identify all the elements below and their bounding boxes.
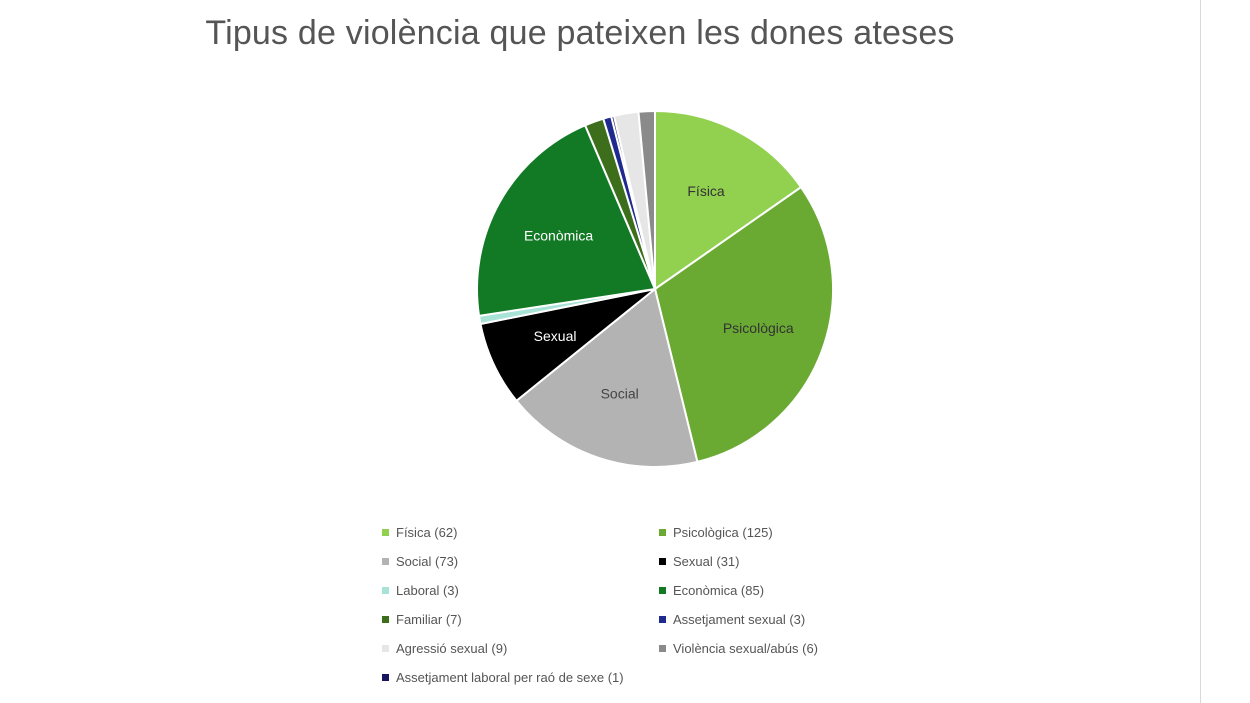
pie-slice-social: [515, 287, 699, 468]
legend-label: Assetjament sexual (3): [673, 611, 806, 627]
legend-swatch: [382, 557, 389, 565]
legend-swatch: [659, 644, 666, 652]
slice-label-social: Social: [601, 386, 639, 402]
legend-item-sexual: Sexual (31): [659, 550, 899, 572]
legend-swatch: [382, 528, 389, 536]
slice-label-sexual: Sexual: [534, 328, 577, 344]
legend-item-assetjament-laboral-per-rao-de-sexe: Assetjament laboral per raó de sexe (1): [382, 666, 899, 688]
pie-slice-psicologica: [653, 185, 834, 464]
legend-swatch: [659, 586, 666, 594]
legend-swatch: [382, 644, 389, 652]
pie-slice-violencia-sexual-abus: [637, 109, 656, 290]
legend-label: Agressió sexual (9): [396, 640, 508, 656]
legend-item-violencia-sexual-abus: Violència sexual/abús (6): [659, 637, 899, 659]
legend-swatch: [659, 557, 666, 565]
legend-swatch: [382, 673, 389, 681]
legend-label: Psicològica (125): [673, 524, 773, 540]
legend-item-familiar: Familiar (7): [382, 608, 659, 630]
legend-swatch: [382, 586, 389, 594]
legend-swatch: [659, 615, 666, 623]
legend-label: Familiar (7): [396, 611, 462, 627]
legend-item-economica: Econòmica (85): [659, 579, 899, 601]
slice-label-economica: Econòmica: [524, 227, 593, 243]
chart-title: Tipus de violència que pateixen les done…: [205, 14, 955, 52]
legend-label: Laboral (3): [396, 582, 459, 598]
legend-label: Violència sexual/abús (6): [673, 640, 819, 656]
legend-item-agressio-sexual: Agressió sexual (9): [382, 637, 659, 659]
legend-label: Econòmica (85): [673, 582, 765, 598]
page-divider: [1200, 0, 1201, 703]
legend-item-assetjament-sexual: Assetjament sexual (3): [659, 608, 899, 630]
legend-item-social: Social (73): [382, 550, 659, 572]
legend-item-laboral: Laboral (3): [382, 579, 659, 601]
legend-label: Social (73): [396, 553, 459, 569]
legend-swatch: [659, 528, 666, 536]
legend-label: Assetjament laboral per raó de sexe (1): [396, 669, 624, 685]
pie-slice-fisica: [654, 109, 803, 291]
legend-label: Física (62): [396, 524, 458, 540]
legend-label: Sexual (31): [673, 553, 740, 569]
legend-item-fisica: Física (62): [382, 521, 659, 543]
chart-legend: Física (62) Psicològica (125) Social (73) S…: [382, 521, 902, 688]
slice-label-psicologica: Psicològica: [723, 320, 794, 336]
pie-slice-economica: [476, 123, 657, 317]
legend-item-psicologica: Psicològica (125): [659, 521, 899, 543]
slice-label-fisica: Física: [687, 183, 725, 199]
legend-swatch: [382, 615, 389, 623]
